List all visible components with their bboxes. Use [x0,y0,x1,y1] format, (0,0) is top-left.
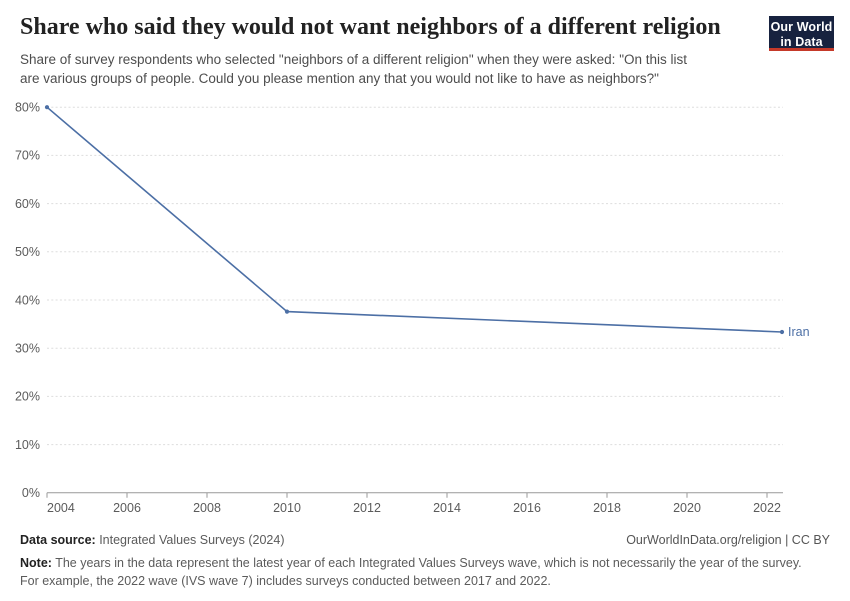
svg-text:2004: 2004 [47,501,75,515]
svg-text:2012: 2012 [353,501,381,515]
svg-text:2010: 2010 [273,501,301,515]
svg-text:2016: 2016 [513,501,541,515]
svg-text:70%: 70% [15,149,40,163]
svg-text:Iran: Iran [788,325,810,339]
svg-text:30%: 30% [15,342,40,356]
svg-text:2006: 2006 [113,501,141,515]
svg-text:80%: 80% [15,101,40,115]
svg-text:2018: 2018 [593,501,621,515]
svg-text:40%: 40% [15,293,40,307]
svg-text:20%: 20% [15,390,40,404]
svg-text:10%: 10% [15,438,40,452]
svg-text:60%: 60% [15,197,40,211]
svg-text:2008: 2008 [193,501,221,515]
svg-text:0%: 0% [22,486,40,500]
svg-text:2022: 2022 [753,501,781,515]
svg-text:2020: 2020 [673,501,701,515]
svg-text:2014: 2014 [433,501,461,515]
svg-text:50%: 50% [15,245,40,259]
